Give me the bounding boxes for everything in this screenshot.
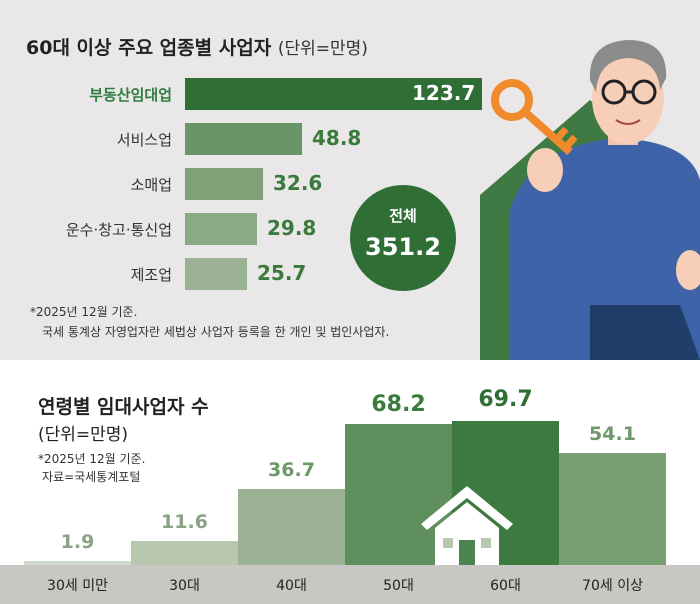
x-axis: 30세 미만 30대 40대 50대 60대 70세 이상 — [0, 565, 700, 604]
man-body — [510, 138, 700, 360]
industry-value-label: 48.8 — [312, 126, 362, 150]
x-tick-label: 30대 — [169, 578, 200, 594]
age-chart-unit: (단위=만명) — [38, 425, 129, 445]
industry-chart-title-text: 60대 이상 주요 업종별 사업자 — [26, 37, 272, 59]
age-bar — [24, 561, 131, 565]
note-line: *2025년 12월 기준. — [38, 452, 146, 466]
x-tick-label: 30세 미만 — [47, 578, 108, 594]
age-value-label: 69.7 — [478, 387, 533, 412]
age-chart-note: *2025년 12월 기준. 자료=국세통계포털 — [38, 450, 145, 486]
note-line: *2025년 12월 기준. — [30, 305, 138, 319]
key-icon — [491, 79, 578, 155]
total-label: 전체 — [389, 207, 417, 225]
bottom-panel: 1.9 11.6 36.7 68.2 69.7 54.1 연령별 임대사업자 수 (단위=… — [0, 360, 700, 604]
age-chart-title: 연령별 임대사업자 수 — [38, 396, 209, 418]
note-line: 자료=국세통계포털 — [42, 470, 141, 484]
industry-bar — [185, 258, 247, 290]
industry-label: 서비스업 — [116, 131, 172, 149]
man-pants — [590, 305, 700, 360]
age-value-label: 68.2 — [371, 392, 426, 417]
industry-label: 운수·창고·통신업 — [65, 221, 172, 239]
age-value-label: 1.9 — [60, 531, 95, 553]
x-tick-label: 70세 이상 — [582, 578, 643, 594]
age-bar — [345, 424, 452, 565]
x-tick-label: 60대 — [490, 578, 521, 594]
industry-bar — [185, 123, 302, 155]
age-bar — [238, 489, 345, 565]
industry-value-label: 29.8 — [267, 216, 317, 240]
age-bar — [559, 453, 666, 565]
industry-label: 부동산임대업 — [89, 86, 172, 104]
industry-chart-note: *2025년 12월 기준. 국세 통계상 자영업자란 세법상 사업자 등록을 … — [30, 302, 389, 342]
house-icon — [421, 486, 513, 566]
age-value-label: 11.6 — [161, 511, 208, 533]
industry-chart-title: 60대 이상 주요 업종별 사업자 (단위=만명) — [26, 33, 368, 60]
age-bar — [131, 541, 238, 565]
man-face — [592, 52, 664, 144]
total-badge: 전체 351.2 — [350, 185, 456, 291]
industry-bar — [185, 168, 263, 200]
industry-label: 제조업 — [130, 266, 172, 284]
age-value-label: 36.7 — [268, 459, 315, 481]
x-tick-label: 50대 — [383, 578, 414, 594]
elderly-man-key-illustration — [480, 40, 700, 360]
x-tick-label: 40대 — [276, 578, 307, 594]
total-value: 351.2 — [365, 233, 441, 261]
age-bar-chart: 1.9 11.6 36.7 68.2 69.7 54.1 — [0, 360, 700, 604]
industry-value-label: 32.6 — [273, 171, 323, 195]
note-line: 국세 통계상 자영업자란 세법상 사업자 등록을 한 개인 및 법인사업자. — [42, 325, 390, 339]
man-hand — [527, 148, 563, 192]
industry-bar — [185, 213, 257, 245]
man-smile — [615, 119, 641, 125]
industry-chart-unit: (단위=만명) — [277, 39, 368, 59]
age-value-label: 54.1 — [589, 423, 636, 445]
top-panel: 60대 이상 주요 업종별 사업자 (단위=만명) 부동산임대업 123.7 서비스… — [0, 0, 700, 360]
industry-value-label: 25.7 — [257, 261, 307, 285]
industry-value-label: 123.7 — [412, 81, 476, 105]
industry-bar — [185, 78, 482, 110]
man-hair — [589, 40, 667, 92]
industry-label: 소매업 — [130, 176, 172, 194]
man-right-hand — [676, 250, 700, 290]
